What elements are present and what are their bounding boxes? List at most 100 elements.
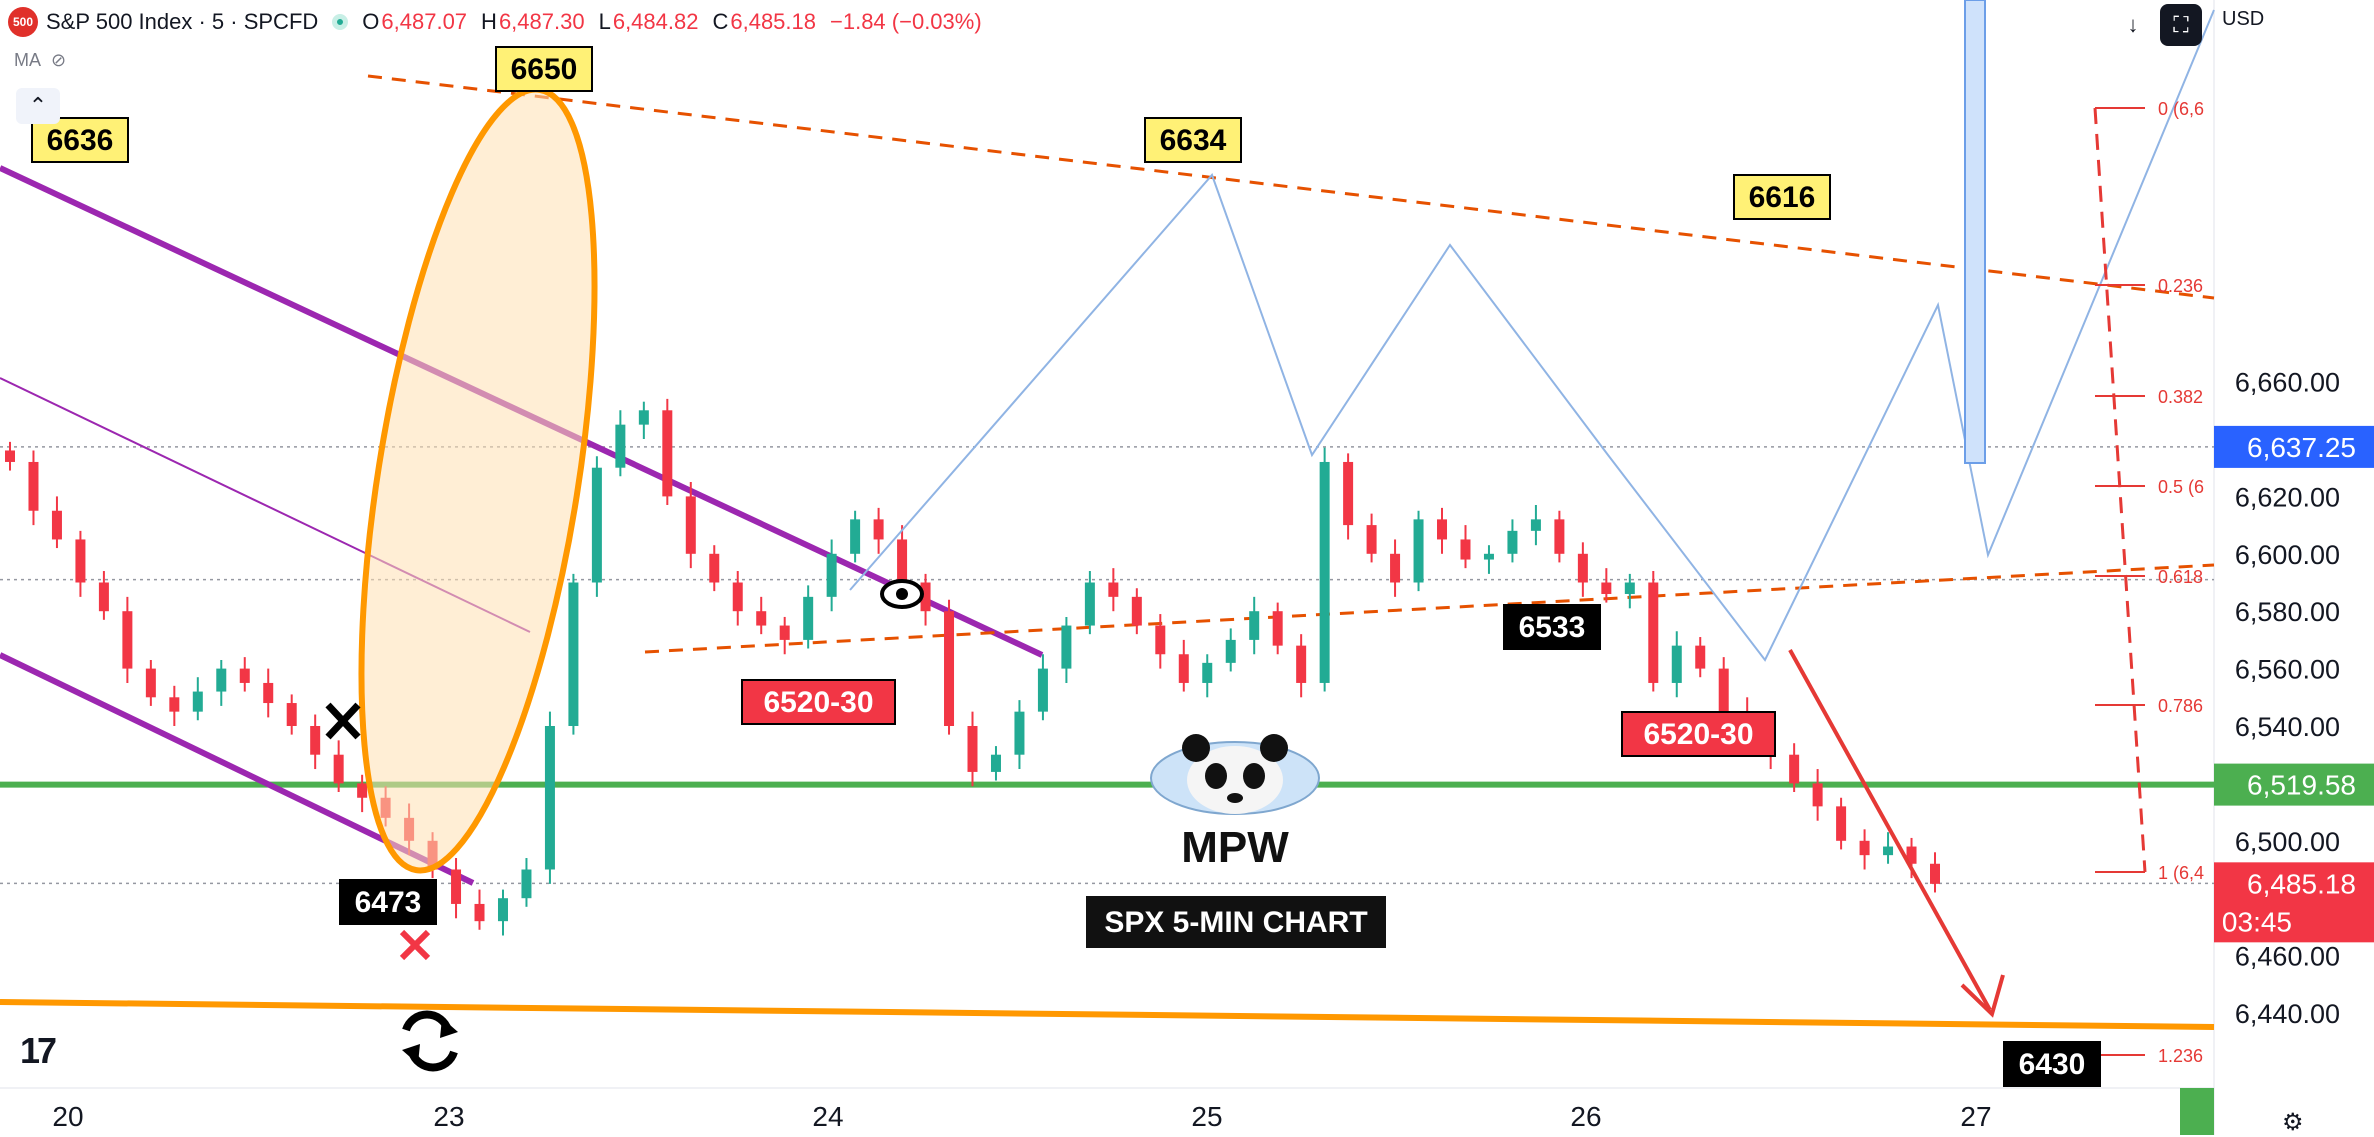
fib-level-label: 0.382 bbox=[2158, 387, 2203, 407]
fib-level-label: 0.5 (6 bbox=[2158, 477, 2204, 497]
candle-body bbox=[1836, 806, 1847, 841]
candle-body bbox=[1343, 461, 1354, 526]
candle-body bbox=[192, 691, 203, 712]
fib-level-label: 0.786 bbox=[2158, 696, 2203, 716]
download-button[interactable]: ↓ bbox=[2112, 4, 2154, 46]
collapse-legend-button[interactable]: ⌃ bbox=[16, 88, 60, 124]
candle-body bbox=[98, 582, 109, 612]
low-value: 6,484.82 bbox=[612, 9, 699, 34]
chart-title: SPX 5-MIN CHART bbox=[1104, 906, 1367, 939]
eye-icon bbox=[880, 579, 924, 609]
candle-body bbox=[1037, 668, 1048, 712]
refresh-icon[interactable] bbox=[402, 1010, 458, 1072]
candle-body bbox=[1930, 863, 1940, 884]
indicator-legend: MA ⊘ bbox=[14, 50, 66, 71]
level-label-text: 6473 bbox=[355, 886, 422, 919]
price-tag-text: 6,485.18 bbox=[2247, 868, 2356, 899]
indicator-label[interactable]: MA bbox=[14, 50, 41, 70]
candle-body bbox=[1296, 645, 1307, 683]
x-marker-black bbox=[325, 702, 361, 740]
candle-body bbox=[1108, 582, 1119, 597]
candle-body bbox=[1601, 582, 1612, 594]
trend-lines bbox=[0, 74, 2215, 1030]
symbol-icon[interactable]: 500 bbox=[8, 7, 38, 37]
price-tick-label: 6,440.00 bbox=[2235, 999, 2340, 1029]
symbol-legend: 500 S&P 500 Index · 5 · SPCFD O 6,487.07 … bbox=[0, 0, 996, 44]
orange-dash-resistance bbox=[367, 74, 2215, 300]
tradingview-logo[interactable]: 17 bbox=[20, 1030, 57, 1071]
candle-body bbox=[1390, 553, 1401, 583]
candle-body bbox=[286, 703, 297, 726]
candles bbox=[5, 398, 1940, 936]
countdown-text: 03:45 bbox=[2222, 906, 2292, 937]
candle-body bbox=[568, 582, 579, 726]
settings-icon[interactable]: ⚙ bbox=[2282, 1109, 2304, 1136]
candle-body bbox=[615, 424, 626, 468]
orange-solid-bottom bbox=[0, 999, 2215, 1030]
candle-body bbox=[5, 450, 15, 462]
time-axis-ticks[interactable]: 20 23 24 25 26 27 bbox=[52, 1101, 1991, 1132]
projection-box bbox=[1964, 0, 1986, 464]
candle-body bbox=[1131, 596, 1142, 626]
candle-body bbox=[1460, 539, 1471, 560]
time-tick-label: 25 bbox=[1191, 1101, 1222, 1132]
candle-body bbox=[1437, 519, 1448, 540]
candle-body bbox=[826, 553, 837, 597]
candle-body bbox=[1507, 530, 1518, 554]
level-label-box bbox=[1621, 711, 1776, 757]
candle-body bbox=[1413, 519, 1424, 583]
candle-body bbox=[1319, 461, 1330, 683]
price-tick-label: 6,500.00 bbox=[2235, 827, 2340, 857]
time-tick-label: 27 bbox=[1960, 1101, 1991, 1132]
level-label-text: 6636 bbox=[47, 124, 114, 157]
candle-body bbox=[873, 519, 884, 540]
candle-body bbox=[122, 611, 133, 669]
symbol-title[interactable]: S&P 500 Index · 5 · SPCFD bbox=[46, 9, 319, 34]
level-label-text: 6430 bbox=[2019, 1048, 2086, 1081]
candle-body bbox=[1577, 553, 1588, 583]
level-label-box bbox=[31, 117, 129, 163]
candle-body bbox=[1695, 645, 1706, 669]
arrow-down-icon: ↓ bbox=[2127, 12, 2139, 37]
level-label-text: 6520-30 bbox=[763, 686, 873, 719]
level-label-box bbox=[2003, 1041, 2101, 1087]
red-target-arrow bbox=[1788, 649, 2005, 1018]
candle-body bbox=[638, 410, 649, 425]
candle-body bbox=[1272, 611, 1283, 646]
price-tick-label: 6,560.00 bbox=[2235, 655, 2340, 685]
candle-body bbox=[1906, 846, 1917, 864]
mpw-logo: MPW bbox=[1150, 734, 1320, 872]
candle-body bbox=[1859, 840, 1870, 856]
candle-body bbox=[451, 869, 462, 904]
fib-level-label: 0.618 bbox=[2158, 567, 2203, 587]
candle-body bbox=[51, 510, 62, 540]
candle-body bbox=[497, 898, 508, 922]
candle-body bbox=[310, 726, 321, 755]
candle-body bbox=[1554, 519, 1565, 554]
fib-level-label: 1 (6,4 bbox=[2158, 863, 2204, 883]
open-label: O bbox=[362, 9, 380, 34]
open-value: 6,487.07 bbox=[381, 9, 468, 34]
breakout-ellipse bbox=[358, 86, 598, 874]
level-label-box bbox=[1733, 174, 1831, 220]
level-label-box bbox=[495, 46, 593, 92]
candle-body bbox=[239, 668, 250, 683]
currency-label[interactable]: USD bbox=[2222, 8, 2265, 30]
candle-body bbox=[779, 625, 790, 640]
x-marker-red bbox=[399, 929, 431, 961]
eye-off-icon[interactable]: ⊘ bbox=[51, 50, 67, 70]
projection-path bbox=[849, 9, 2215, 662]
fullscreen-button[interactable]: ⛶ bbox=[2160, 4, 2202, 46]
high-label: H bbox=[481, 9, 497, 34]
candle-body bbox=[1718, 668, 1729, 712]
candle-body bbox=[75, 539, 86, 583]
candle-body bbox=[333, 754, 344, 784]
candle-body bbox=[1883, 846, 1894, 856]
orange-dash-support bbox=[644, 563, 2215, 654]
candle-body bbox=[756, 611, 767, 626]
price-tag-bg bbox=[2214, 763, 2374, 806]
candle-body bbox=[357, 783, 368, 798]
fib-level-label: 0.236 bbox=[2158, 276, 2203, 296]
candle-body bbox=[1155, 625, 1166, 655]
